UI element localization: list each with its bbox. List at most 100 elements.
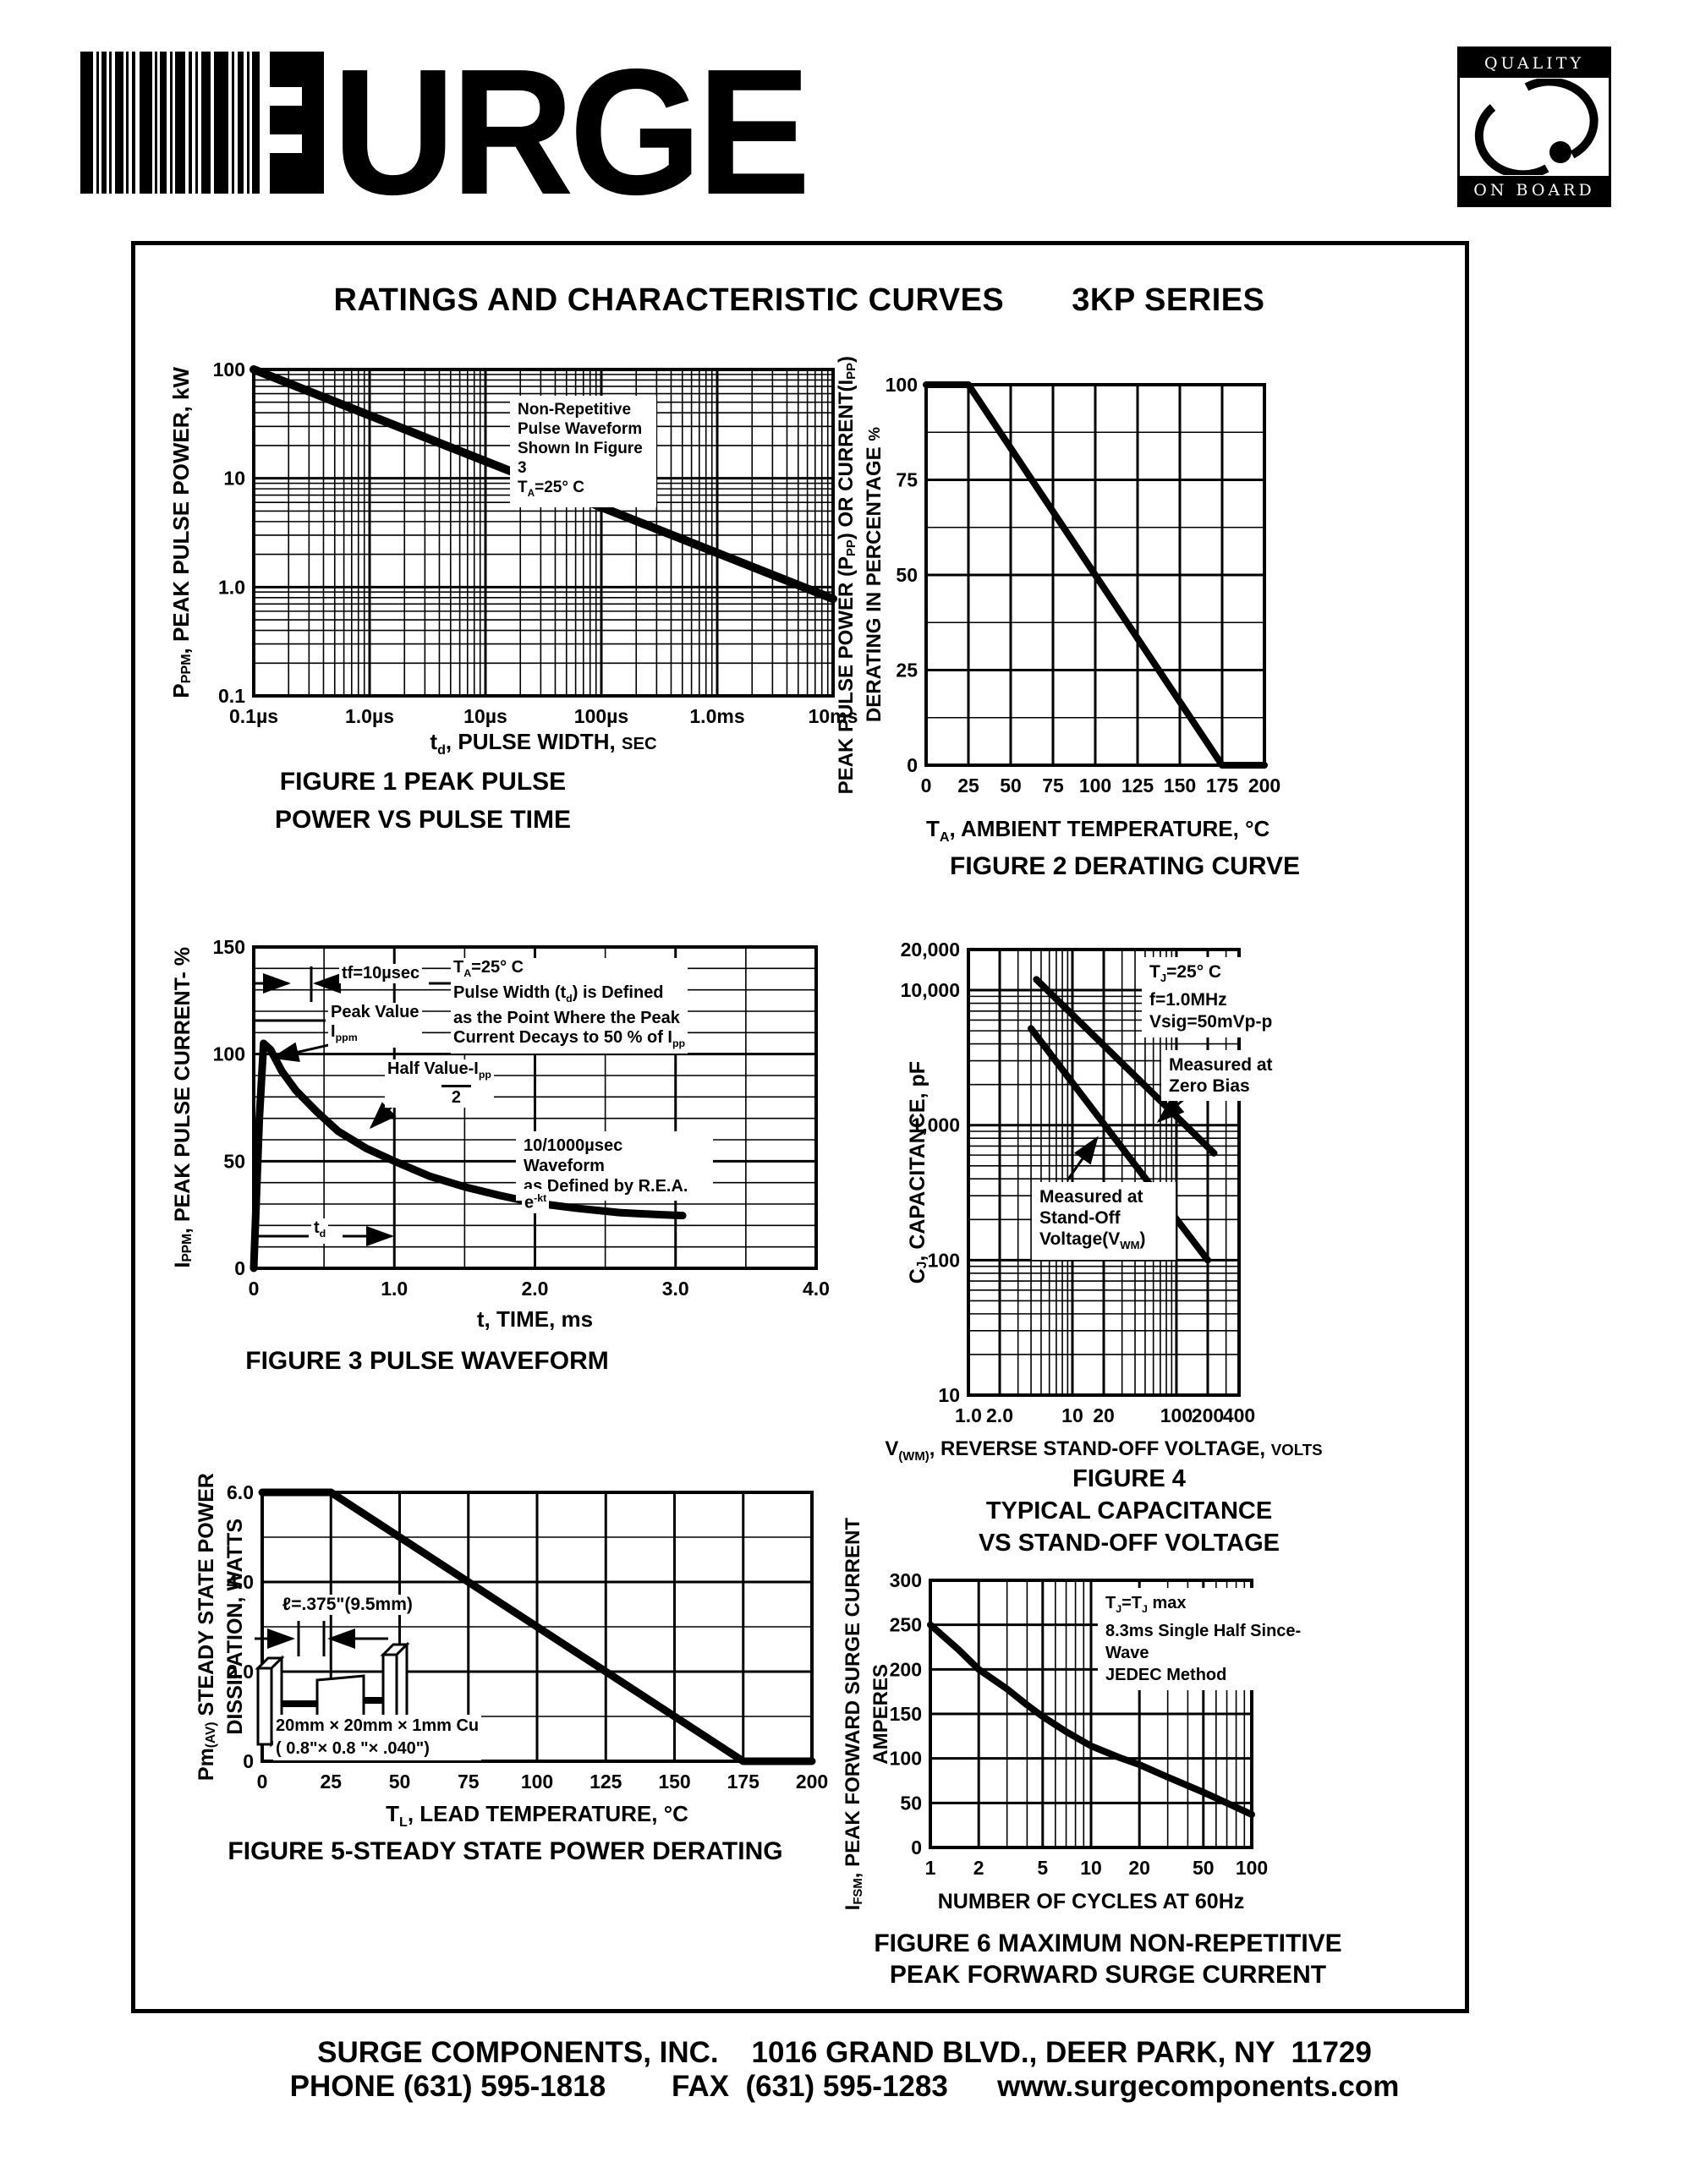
svg-text:25: 25 — [896, 660, 918, 681]
svg-text:10ms: 10ms — [809, 705, 858, 727]
figure-3-annotation-4: TA=25° C Pulse Width (td) is Defined as th… — [451, 958, 688, 1054]
page-border — [131, 241, 1469, 2013]
figure-6-y-axis-label: IFSM, PEAK FORWARD SURGE CURRENT AMPERES — [841, 1517, 892, 1911]
svg-text:50: 50 — [1193, 1857, 1215, 1879]
svg-text:2: 2 — [973, 1857, 984, 1879]
svg-text:50: 50 — [223, 1150, 245, 1172]
figure-4-series-measured-at-stand-off-voltage — [1028, 1025, 1211, 1264]
logo-barcode-stripes — [80, 52, 324, 194]
figure-3-annotation-6: e-kt — [522, 1189, 550, 1213]
svg-text:50: 50 — [1000, 775, 1022, 796]
figure-5-caption: FIGURE 5-STEADY STATE POWER DERATING — [228, 1837, 783, 1865]
svg-text:10: 10 — [223, 468, 245, 490]
svg-text:100: 100 — [886, 374, 918, 396]
figure-6-series-max-non-repetitive-peak-forward-surge-current — [927, 1621, 1255, 1819]
svg-text:20,000: 20,000 — [901, 939, 960, 961]
svg-text:10: 10 — [938, 1384, 960, 1406]
svg-text:1.0: 1.0 — [381, 1278, 408, 1300]
figure-2: 0 25 50 75 100 125 150 175 200 100 75 50 25 0 PEAK PUL… — [803, 355, 1446, 884]
svg-text:400: 400 — [1223, 1404, 1255, 1426]
svg-text:4.0: 4.0 — [803, 1278, 830, 1300]
svg-text:0: 0 — [234, 1257, 245, 1279]
figure-3-annotation-2: Peak Value Ippm — [328, 1003, 422, 1048]
svg-text:3.0: 3.0 — [662, 1278, 689, 1300]
svg-text:0.1: 0.1 — [218, 685, 245, 707]
svg-text:100: 100 — [928, 1249, 960, 1271]
figure-4-annotation-2: Measured at Zero Bias — [1161, 1050, 1297, 1101]
figure-5: 0 25 50 75 100 125 150 175 200 6.0 4.0 2.0 0 Pm(AV) S… — [190, 1472, 901, 1877]
figure-2-caption: FIGURE 2 DERATING CURVE — [950, 852, 1300, 880]
svg-text:100: 100 — [1236, 1857, 1268, 1879]
svg-text:150: 150 — [213, 936, 245, 958]
svg-text:50: 50 — [896, 564, 918, 586]
figure-1-x-axis-label: td, PULSE WIDTH, SEC — [430, 729, 657, 758]
svg-text:100: 100 — [1079, 775, 1111, 796]
svg-text:0: 0 — [921, 775, 932, 796]
svg-text:10: 10 — [1080, 1857, 1102, 1879]
svg-text:150: 150 — [890, 1703, 922, 1725]
svg-text:10µs: 10µs — [463, 705, 507, 727]
svg-text:2.0: 2.0 — [986, 1404, 1013, 1426]
figure-2-series-derating-curve — [923, 381, 1268, 769]
svg-text:1,000: 1,000 — [911, 1114, 960, 1136]
svg-text:200: 200 — [1192, 1404, 1224, 1426]
figure-2-y-axis-label: PEAK PULSE POWER (PPP) OR CURRENT(IPP) DE… — [834, 355, 886, 795]
logo-wordmark: URGE — [332, 48, 806, 200]
svg-text:300: 300 — [890, 1569, 922, 1591]
svg-text:175: 175 — [1206, 775, 1239, 796]
figure-6: 1 2 5 10 20 50 100 300 250 200 150 100 50 0 IFSM, PEAK… — [829, 1517, 1438, 2033]
badge-emblem — [1460, 78, 1609, 176]
title-left: RATINGS AND CHARACTERISTIC CURVES — [333, 282, 1005, 318]
svg-text:20: 20 — [1093, 1404, 1115, 1426]
svg-text:250: 250 — [890, 1614, 922, 1636]
svg-text:0: 0 — [243, 1750, 254, 1772]
svg-text:1: 1 — [925, 1857, 936, 1879]
figure-4: 1.0 2.0 10 20 100 200 400 20,000 10,000 1,000 100 1… — [803, 913, 1480, 1557]
svg-text:200: 200 — [890, 1658, 922, 1680]
svg-text:0: 0 — [911, 1836, 922, 1858]
figure-5-y-axis-label: Pm(AV) STEADY STATE POWER DISSIPATION, WA… — [194, 1472, 247, 1782]
figure-5-x-axis-label: TL, LEAD TEMPERATURE, °C — [386, 1801, 688, 1831]
svg-text:125: 125 — [590, 1771, 622, 1793]
svg-text:5: 5 — [1037, 1857, 1048, 1879]
svg-text:10: 10 — [1061, 1404, 1083, 1426]
page-title: RATINGS AND CHARACTERISTIC CURVES 3KP SER… — [131, 282, 1467, 319]
quality-on-board-badge: QUALITY ON BOARD — [1457, 47, 1611, 207]
figure-1-y-axis-label: PPPM, PEAK PULSE POWER, kW — [168, 367, 195, 698]
figure-4-y-axis-label: CJ, CAPACITANCE, pF — [905, 1060, 929, 1284]
svg-text:100: 100 — [890, 1748, 922, 1770]
figure-2-x-axis-label: TA, AMBIENT TEMPERATURE, °C — [926, 816, 1270, 846]
figure-3-annotation-3: Half Value-Ipp 2 — [385, 1059, 494, 1108]
figure-1: 0.1µs 1.0µs 10µs 100µs 1.0ms 10ms 100 10 1.0 0.1 P… — [131, 347, 892, 834]
svg-text:10,000: 10,000 — [901, 979, 960, 1001]
figure-3-caption: FIGURE 3 PULSE WAVEFORM — [245, 1347, 609, 1375]
figure-3-series-10/1000usec-pulse-waveform — [250, 1039, 687, 1273]
badge-bottom-label: ON BOARD — [1460, 176, 1609, 205]
svg-text:6.0: 6.0 — [227, 1481, 254, 1503]
svg-text:0.1µs: 0.1µs — [229, 705, 278, 727]
figure-5-annotation-2: 20mm × 20mm × 1mm Cu( 0.8"× 0.8 "× .040"… — [273, 1715, 482, 1760]
svg-text:20: 20 — [1128, 1857, 1150, 1879]
figure-3-x-axis-label: t, TIME, ms — [476, 1306, 594, 1332]
surge-logo: URGE — [80, 48, 811, 200]
svg-text:100: 100 — [1160, 1404, 1193, 1426]
svg-text:100µs: 100µs — [574, 705, 628, 727]
footer-address: SURGE COMPONENTS, INC. 1016 GRAND BLVD.,… — [317, 2036, 1372, 2069]
svg-text:2.0: 2.0 — [227, 1661, 254, 1683]
figure-1-annotation-1: Non-Repetitive Pulse Waveform Shown In Fig… — [510, 396, 656, 507]
svg-text:1.0ms: 1.0ms — [689, 705, 744, 727]
figure-1-caption: FIGURE 1 PEAK PULSE POWER VS PULSE TIME — [274, 768, 572, 834]
svg-text:25: 25 — [320, 1771, 342, 1793]
figure-3-y-axis-label: IPPM, PEAK PULSE CURRENT- % — [170, 947, 195, 1268]
figure-2-plot: 0 25 50 75 100 125 150 175 200 100 75 50 25 0 — [886, 374, 1281, 796]
figure-5-annotation-1: ℓ=.375"(9.5mm) — [280, 1595, 415, 1615]
figure-3-annotation-1: tf=10µsec — [339, 964, 423, 983]
svg-text:75: 75 — [896, 469, 918, 491]
figure-6-annotation-1: TJ=TJ max 8.3ms Single Half Since-Wave JED… — [1098, 1588, 1337, 1690]
svg-text:50: 50 — [389, 1771, 411, 1793]
figure-4-series-measured-at-zero-bias — [1033, 976, 1218, 1157]
svg-text:1.0: 1.0 — [955, 1404, 982, 1426]
svg-text:4.0: 4.0 — [227, 1571, 254, 1593]
